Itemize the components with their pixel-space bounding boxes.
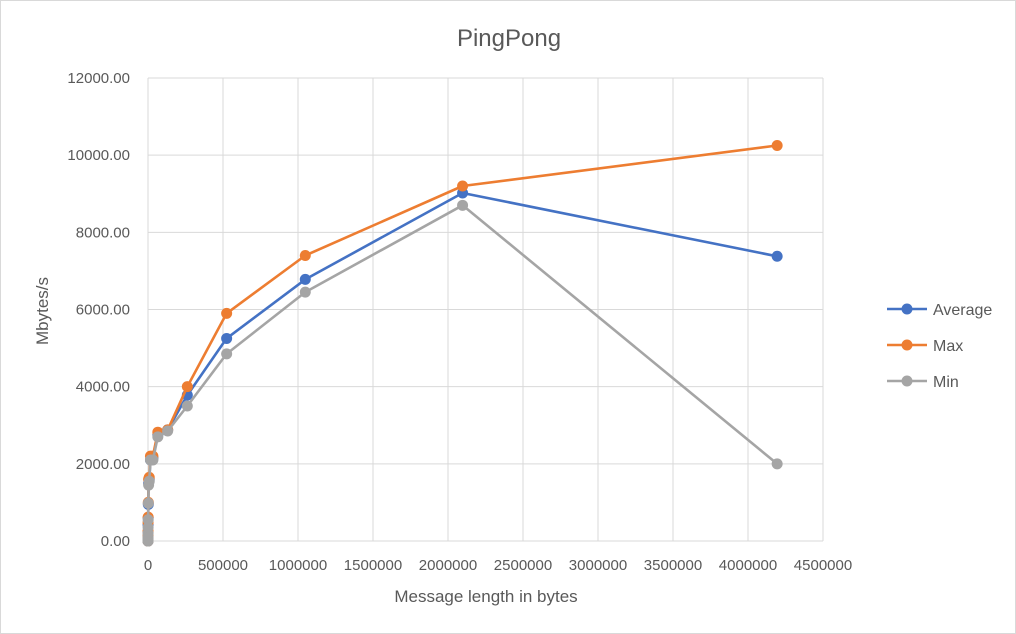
legend-marker <box>901 339 913 351</box>
y-tick-label: 2000.00 <box>76 456 130 473</box>
data-point-min <box>142 497 154 509</box>
data-point-average <box>771 250 783 262</box>
series-average <box>142 187 783 547</box>
x-tick-label: 2000000 <box>419 557 477 574</box>
data-point-max <box>181 381 193 393</box>
data-point-min <box>152 431 164 443</box>
chart-title: PingPong <box>457 25 561 52</box>
y-tick-label: 0.00 <box>101 533 130 550</box>
y-tick-label: 4000.00 <box>76 379 130 396</box>
x-tick-label: 4500000 <box>794 557 852 574</box>
data-point-average <box>221 332 233 344</box>
legend-label: Max <box>933 338 963 355</box>
x-tick-label: 4000000 <box>719 557 777 574</box>
series-line-average <box>146 191 778 543</box>
y-tick-label: 12000.00 <box>67 70 130 87</box>
x-tick-label: 1500000 <box>344 557 402 574</box>
x-tick-label: 500000 <box>198 557 248 574</box>
y-tick-label: 10000.00 <box>67 147 130 164</box>
legend-marker <box>901 303 913 315</box>
data-point-max <box>221 307 233 319</box>
data-point-min <box>143 475 155 487</box>
data-point-min <box>142 514 154 526</box>
data-point-max <box>457 180 469 192</box>
legend-item-average: Average <box>887 302 992 319</box>
series-line-min <box>146 204 778 543</box>
legend-label: Min <box>933 374 959 391</box>
data-point-min <box>181 400 193 412</box>
legend-item-max: Max <box>887 338 963 355</box>
data-point-min <box>142 521 154 533</box>
data-point-min <box>457 199 469 211</box>
legend-label: Average <box>933 302 992 319</box>
data-point-min <box>771 458 783 470</box>
legend-marker <box>901 375 913 387</box>
y-tick-label: 6000.00 <box>76 302 130 319</box>
data-point-max <box>771 140 783 152</box>
legend: Average Max Min <box>887 302 992 391</box>
x-tick-label: 0 <box>144 557 152 574</box>
legend-item-min: Min <box>887 374 959 391</box>
y-axis-ticks: 0.00 2000.00 4000.00 6000.00 8000.00 10000.00… <box>67 70 130 550</box>
y-tick-label: 8000.00 <box>76 224 130 241</box>
gridlines <box>147 77 824 542</box>
x-tick-label: 3500000 <box>644 557 702 574</box>
data-point-min <box>147 454 159 466</box>
x-tick-label: 3000000 <box>569 557 627 574</box>
plot-series <box>142 140 783 547</box>
x-axis-ticks: 0 500000 1000000 1500000 2000000 2500000 30000… <box>144 557 852 574</box>
data-point-min <box>221 348 233 360</box>
data-point-min <box>299 286 311 298</box>
x-tick-label: 1000000 <box>269 557 327 574</box>
data-point-min <box>162 425 174 437</box>
x-axis-label: Message length in bytes <box>394 587 577 606</box>
y-axis-label: Mbytes/s <box>33 277 52 345</box>
data-point-max <box>299 249 311 261</box>
series-min <box>142 199 783 547</box>
x-tick-label: 2500000 <box>494 557 552 574</box>
data-point-average <box>299 273 311 285</box>
